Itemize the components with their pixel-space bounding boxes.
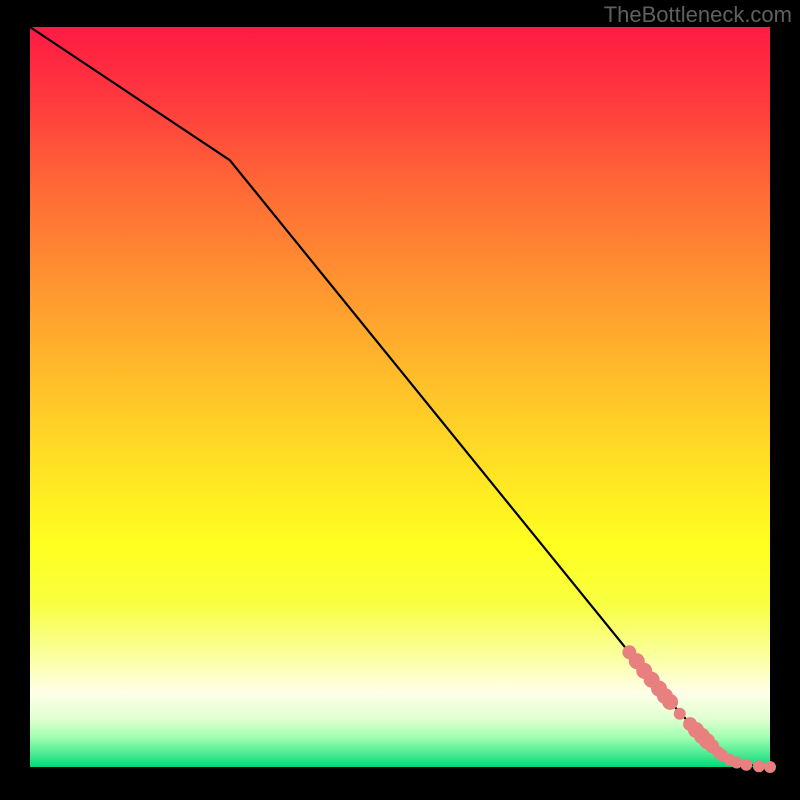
data-marker [662,694,678,710]
data-marker [740,759,752,771]
plot-background [30,27,770,767]
data-marker [674,708,686,720]
chart-canvas [0,0,800,800]
data-marker [764,761,776,773]
watermark-text: TheBottleneck.com [604,2,792,28]
bottleneck-chart: TheBottleneck.com [0,0,800,800]
data-marker [753,760,765,772]
